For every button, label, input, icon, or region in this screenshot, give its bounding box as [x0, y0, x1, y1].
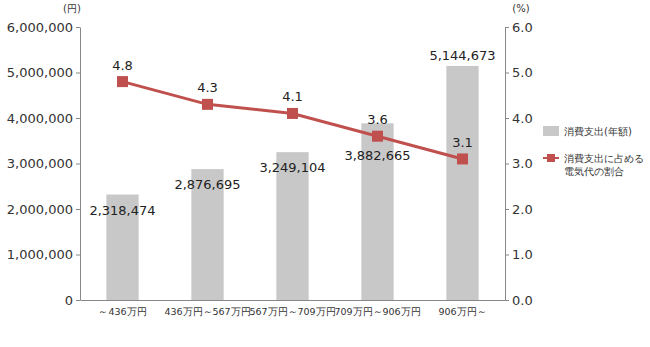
tick: 709万円～906万円 [334, 306, 420, 317]
y-axis: 0 1,000,000 2,000,000 3,000,000 4,000,000 5,0… [7, 20, 81, 308]
tick-mark [76, 73, 80, 74]
tick-mark [505, 73, 509, 74]
tick: 436万円～567万円 [164, 306, 250, 317]
legend-label: 消費支出(年額) [564, 126, 632, 137]
tick-label: 1.0 [512, 247, 533, 262]
chart: 2,318,474 2,876,695 3,249,104 3,882,665 5,14… [0, 0, 650, 347]
tick: 0 [65, 293, 80, 308]
tick: 3.0 [505, 156, 533, 171]
tick-label: 6.0 [512, 20, 533, 35]
marker [117, 76, 128, 87]
tick: 4,000,000 [7, 111, 80, 126]
tick-label: 567万円～709万円 [249, 306, 335, 317]
tick-mark [505, 164, 509, 165]
tick-label: 6,000,000 [7, 20, 73, 35]
legend: 消費支出(年額) 消費支出に占める電気代の割合 [543, 126, 644, 177]
tick-label: 2.0 [512, 202, 533, 217]
tick-label: 0 [65, 293, 73, 308]
marker [287, 108, 298, 119]
tick: 0.0 [505, 293, 533, 308]
data-label: 2,876,695 [174, 177, 240, 192]
data-labels: 2,318,474 2,876,695 3,249,104 3,882,665 5,14… [89, 48, 495, 218]
legend-label: 消費支出に占める電気代の割合 [564, 153, 644, 177]
data-label: 3.1 [452, 135, 473, 150]
tick: 1.0 [505, 247, 533, 262]
tick: 567万円～709万円 [249, 306, 335, 317]
tick-label: 2,000,000 [7, 202, 73, 217]
tick: 6.0 [505, 20, 533, 35]
tick: 6,000,000 [7, 20, 80, 35]
legend-item: 消費支出(年額) [543, 126, 632, 137]
marker [372, 131, 383, 142]
tick-mark [76, 164, 80, 165]
data-label: 4.8 [112, 58, 133, 73]
tick-mark [505, 118, 509, 119]
data-label: 3,249,104 [259, 160, 325, 175]
data-label: 3,882,665 [344, 148, 410, 163]
bar [446, 66, 478, 300]
tick: 4.0 [505, 111, 533, 126]
tick-mark [76, 300, 80, 301]
tick-mark [76, 209, 80, 210]
tick-mark [505, 27, 509, 28]
axis-line [80, 28, 81, 301]
tick: 5.0 [505, 65, 533, 80]
tick-mark [505, 300, 509, 301]
tick-mark [76, 27, 80, 28]
data-label: 4.1 [282, 89, 303, 104]
tick-label: 1,000,000 [7, 247, 73, 262]
legend-marker [547, 154, 555, 162]
tick-mark [76, 255, 80, 256]
y2-axis: 0.0 1.0 2.0 3.0 4.0 5.0 6.0 [505, 20, 533, 308]
data-label: 5,144,673 [429, 48, 495, 63]
tick: ～436万円 [98, 306, 146, 317]
tick-label: 3,000,000 [7, 156, 73, 171]
tick-label: 709万円～906万円 [334, 306, 420, 317]
tick-mark [505, 255, 509, 256]
tick-label: 436万円～567万円 [164, 306, 250, 317]
data-label: 4.3 [197, 80, 218, 95]
data-label: 3.6 [367, 112, 388, 127]
tick-label: 5.0 [512, 65, 533, 80]
axis-title: (%) [512, 3, 529, 14]
tick: 5,000,000 [7, 65, 80, 80]
tick-label: 5,000,000 [7, 65, 73, 80]
plot-area [106, 66, 478, 300]
marker [202, 99, 213, 110]
tick-mark [505, 209, 509, 210]
tick-label: ～436万円 [98, 306, 146, 317]
tick: 3,000,000 [7, 156, 80, 171]
tick: 906万円～ [438, 306, 486, 317]
tick-label: 0.0 [512, 293, 533, 308]
tick-label: 4.0 [512, 111, 533, 126]
tick: 2,000,000 [7, 202, 80, 217]
data-label: 2,318,474 [89, 203, 155, 218]
axis-title: (円) [63, 3, 81, 14]
axis-line [81, 300, 506, 301]
tick-mark [76, 118, 80, 119]
tick: 2.0 [505, 202, 533, 217]
legend-swatch [543, 126, 559, 136]
tick: 1,000,000 [7, 247, 80, 262]
tick-label: 4,000,000 [7, 111, 73, 126]
x-axis: ～436万円 436万円～567万円567万円～709万円709万円～906万円 9… [81, 301, 506, 317]
marker [457, 153, 468, 164]
tick-label: 3.0 [512, 156, 533, 171]
tick-label: 906万円～ [438, 306, 486, 317]
line [123, 82, 463, 159]
legend-item: 消費支出に占める電気代の割合 [543, 153, 644, 177]
